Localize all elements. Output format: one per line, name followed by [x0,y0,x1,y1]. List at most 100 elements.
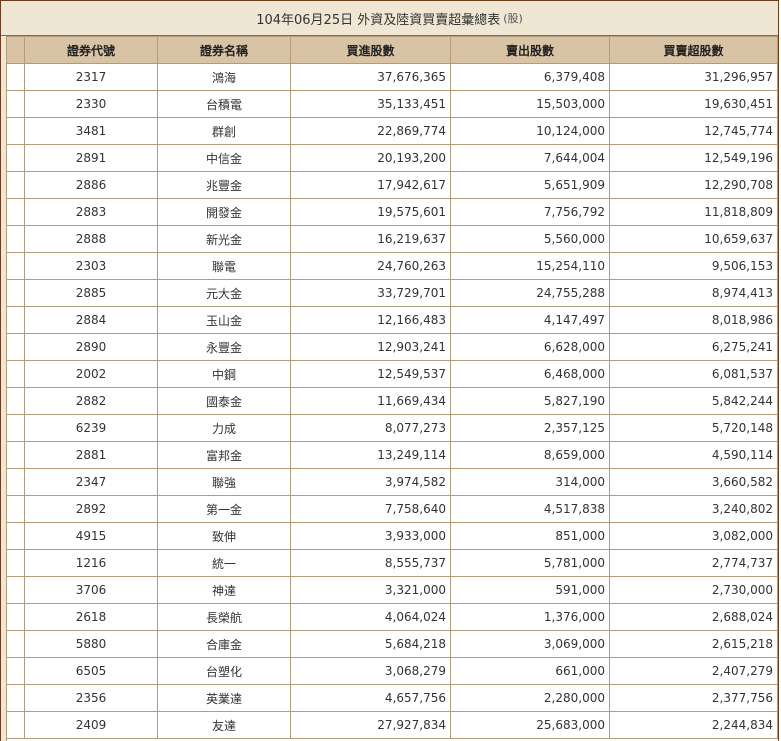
header-sell-shares[interactable]: 賣出股數 [450,36,610,64]
header-security-code[interactable]: 證券代號 [24,36,158,64]
table-row: 2356 英業達 4,657,756 2,280,000 2,377,756 [6,684,778,712]
row-spacer [6,90,25,118]
cell-sell-shares: 7,756,792 [450,198,610,226]
cell-security-code: 2884 [24,306,158,334]
table-row: 3706 神達 3,321,000 591,000 2,730,000 [6,576,778,604]
cell-buy-shares: 11,669,434 [290,387,451,415]
cell-net-shares: 12,745,774 [609,117,778,145]
cell-buy-shares: 37,676,365 [290,63,451,91]
cell-sell-shares: 4,517,838 [450,495,610,523]
cell-security-name: 鴻海 [157,63,291,91]
table-row: 2888 新光金 16,219,637 5,560,000 10,659,637 [6,225,778,253]
cell-security-name: 合庫金 [157,630,291,658]
cell-net-shares: 11,818,809 [609,198,778,226]
cell-sell-shares: 10,124,000 [450,117,610,145]
cell-buy-shares: 7,758,640 [290,495,451,523]
cell-security-code: 6505 [24,657,158,685]
row-spacer [6,360,25,388]
table-row: 2882 國泰金 11,669,434 5,827,190 5,842,244 [6,387,778,415]
row-spacer [6,144,25,172]
cell-security-name: 新光金 [157,225,291,253]
cell-net-shares: 2,730,000 [609,576,778,604]
cell-net-shares: 19,630,451 [609,90,778,118]
cell-security-name: 開發金 [157,198,291,226]
cell-sell-shares: 314,000 [450,468,610,496]
cell-buy-shares: 4,064,024 [290,603,451,631]
row-spacer [6,171,25,199]
table-row: 2883 開發金 19,575,601 7,756,792 11,818,809 [6,198,778,226]
cell-net-shares: 9,506,153 [609,252,778,280]
cell-security-code: 2881 [24,441,158,469]
cell-security-code: 2356 [24,684,158,712]
row-spacer [6,468,25,496]
cell-net-shares: 8,974,413 [609,279,778,307]
cell-sell-shares: 2,280,000 [450,684,610,712]
row-spacer [6,63,25,91]
header-buy-shares[interactable]: 買進股數 [290,36,451,64]
cell-buy-shares: 35,133,451 [290,90,451,118]
table-row: 2002 中鋼 12,549,537 6,468,000 6,081,537 [6,360,778,388]
row-spacer [6,657,25,685]
cell-security-name: 英業達 [157,684,291,712]
cell-sell-shares: 25,683,000 [450,711,610,739]
cell-security-name: 第一金 [157,495,291,523]
title-text: 104年06月25日 外資及陸資買賣超彙總表 [256,12,501,28]
cell-security-code: 5880 [24,630,158,658]
cell-net-shares: 3,240,802 [609,495,778,523]
table-row: 2884 玉山金 12,166,483 4,147,497 8,018,986 [6,306,778,334]
cell-buy-shares: 13,249,114 [290,441,451,469]
cell-security-code: 2882 [24,387,158,415]
cell-security-code: 3481 [24,117,158,145]
cell-sell-shares: 5,651,909 [450,171,610,199]
cell-net-shares: 10,659,637 [609,225,778,253]
cell-buy-shares: 12,166,483 [290,306,451,334]
cell-security-name: 統一 [157,549,291,577]
cell-net-shares: 2,407,279 [609,657,778,685]
cell-buy-shares: 12,549,537 [290,360,451,388]
cell-buy-shares: 3,974,582 [290,468,451,496]
cell-buy-shares: 8,555,737 [290,549,451,577]
cell-sell-shares: 4,147,497 [450,306,610,334]
cell-net-shares: 2,688,024 [609,603,778,631]
cell-net-shares: 2,244,834 [609,711,778,739]
cell-security-code: 2409 [24,711,158,739]
cell-sell-shares: 15,254,110 [450,252,610,280]
cell-net-shares: 2,774,737 [609,549,778,577]
cell-security-name: 台塑化 [157,657,291,685]
cell-security-code: 6239 [24,414,158,442]
cell-security-name: 神達 [157,576,291,604]
cell-sell-shares: 3,069,000 [450,630,610,658]
cell-security-code: 2347 [24,468,158,496]
cell-security-name: 兆豐金 [157,171,291,199]
cell-sell-shares: 6,628,000 [450,333,610,361]
cell-buy-shares: 16,219,637 [290,225,451,253]
cell-sell-shares: 1,376,000 [450,603,610,631]
cell-net-shares: 3,082,000 [609,522,778,550]
cell-security-code: 2890 [24,333,158,361]
cell-security-code: 2886 [24,171,158,199]
row-spacer [6,252,25,280]
cell-security-code: 3706 [24,576,158,604]
cell-sell-shares: 661,000 [450,657,610,685]
table-row: 4915 致伸 3,933,000 851,000 3,082,000 [6,522,778,550]
cell-security-code: 2885 [24,279,158,307]
foreign-trading-table: 證券代號 證券名稱 買進股數 賣出股數 買賣超股數 2317 鴻海 37,676,3… [6,36,778,739]
cell-sell-shares: 5,560,000 [450,225,610,253]
cell-net-shares: 12,549,196 [609,144,778,172]
table-row: 2303 聯電 24,760,263 15,254,110 9,506,153 [6,252,778,280]
cell-buy-shares: 8,077,273 [290,414,451,442]
header-security-name[interactable]: 證券名稱 [157,36,291,64]
row-spacer [6,549,25,577]
table-row: 2891 中信金 20,193,200 7,644,004 12,549,196 [6,144,778,172]
table-row: 2885 元大金 33,729,701 24,755,288 8,974,413 [6,279,778,307]
cell-buy-shares: 20,193,200 [290,144,451,172]
cell-security-code: 2883 [24,198,158,226]
header-net-shares[interactable]: 買賣超股數 [609,36,778,64]
cell-net-shares: 2,615,218 [609,630,778,658]
cell-net-shares: 6,081,537 [609,360,778,388]
cell-security-code: 2303 [24,252,158,280]
cell-security-code: 2330 [24,90,158,118]
cell-buy-shares: 27,927,834 [290,711,451,739]
table-row: 1216 統一 8,555,737 5,781,000 2,774,737 [6,549,778,577]
cell-sell-shares: 5,781,000 [450,549,610,577]
